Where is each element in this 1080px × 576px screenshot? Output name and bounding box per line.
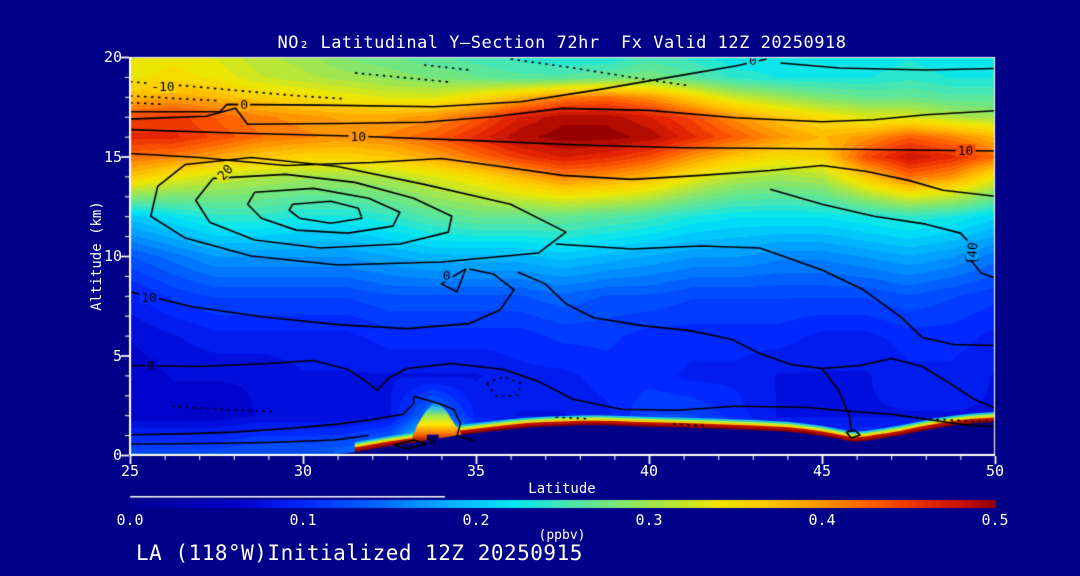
colorbar-tick-label: 0.2 [462,511,490,529]
y-tick-label: 5 [112,346,122,365]
colorbar-units-label: (ppbv) [538,528,586,543]
y-tick-label: 10 [103,247,122,265]
y-tick-label: 20 [103,48,122,66]
colorbar-tick-label: 0.4 [808,511,836,529]
y-tick-label: 0 [112,446,122,464]
x-tick-label: 40 [639,462,659,480]
x-tick-label: 30 [293,462,313,480]
colorbar-tick-label: 0.3 [635,511,663,529]
colorbar-tick-label: 0.5 [981,511,1009,529]
x-tick-label: 50 [985,462,1005,480]
colorbar-tick-label: 0.0 [116,511,144,529]
x-tick-label: 25 [120,462,140,480]
x-tick-label: 35 [466,462,486,480]
page-title: NO₂ Latitudinal Y—Section 72hr Fx Valid … [277,33,847,53]
x-axis-label: Latitude [528,481,596,497]
y-tick-label: 15 [103,147,122,166]
init-time-caption: LA (118°W)Initialized 12Z 20250915 [136,541,583,565]
colorbar-tick-label: 0.1 [289,511,317,529]
x-tick-label: 45 [812,462,832,480]
